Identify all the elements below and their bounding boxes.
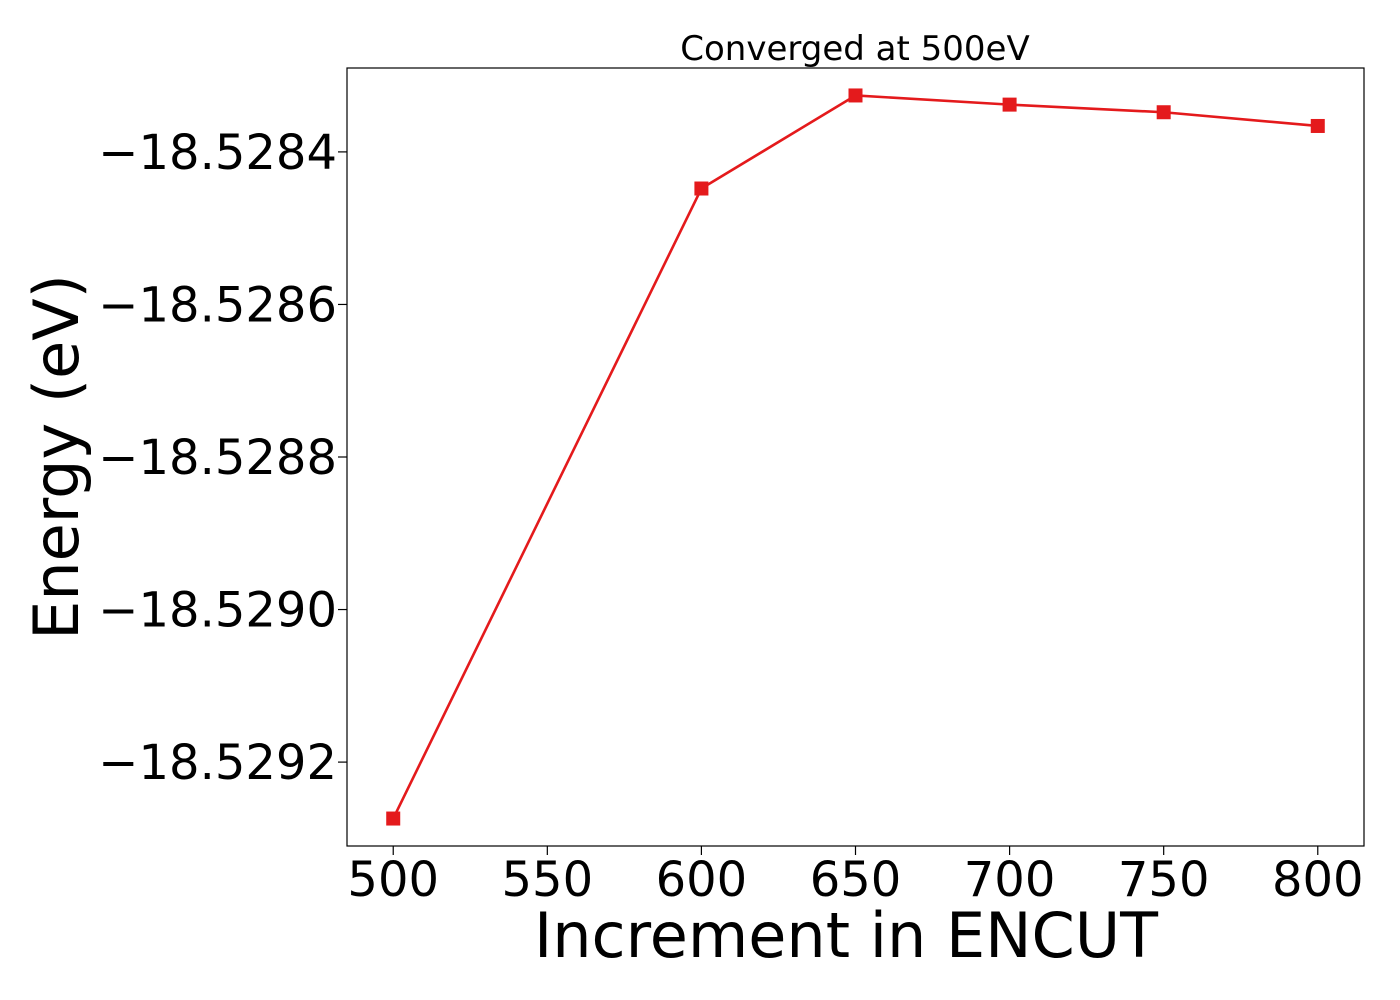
x-tick-label: 800 — [1272, 852, 1364, 908]
series-layer — [386, 88, 1325, 826]
data-point-marker — [1310, 118, 1325, 133]
x-tick-label: 750 — [1118, 852, 1210, 908]
y-tick-label: −18.5284 — [98, 125, 337, 181]
x-tick-label: 550 — [502, 852, 594, 908]
series-line — [392, 94, 1318, 820]
data-point-marker — [1002, 97, 1017, 112]
plot-area-frame — [346, 67, 1365, 847]
data-point-marker — [848, 88, 863, 103]
y-axis: −18.5284 −18.5286 −18.5288 −18.5290 −18.5292 — [98, 125, 347, 791]
y-tick-label: −18.5290 — [98, 583, 337, 639]
y-axis-label: Energy (eV) — [20, 274, 93, 640]
x-tick-label: 650 — [810, 852, 902, 908]
x-tick-label: 600 — [656, 852, 748, 908]
x-tick-label: 500 — [347, 852, 439, 908]
x-tick-label: 700 — [964, 852, 1056, 908]
data-point-marker — [1156, 105, 1171, 120]
x-axis: 500 550 600 650 700 750 800 — [347, 846, 1364, 908]
y-tick-label: −18.5286 — [98, 277, 337, 333]
y-tick-label: −18.5292 — [98, 735, 337, 791]
data-point-marker — [694, 181, 709, 196]
y-tick-label: −18.5288 — [98, 430, 337, 486]
x-axis-label: Increment in ENCUT — [534, 899, 1159, 972]
chart-title: Converged at 500eV — [680, 29, 1029, 69]
data-point-marker — [386, 811, 401, 826]
